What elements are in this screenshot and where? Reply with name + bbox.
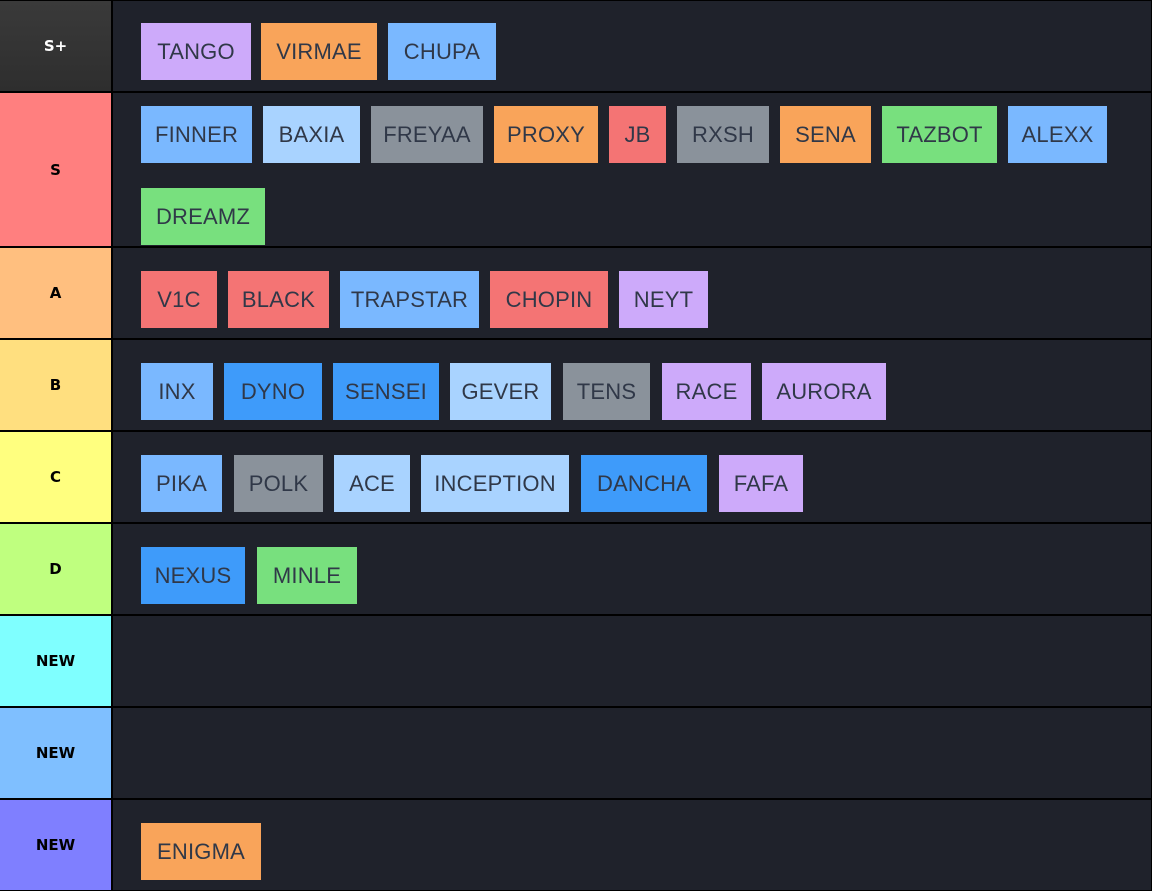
tier-row-new-1: NEW bbox=[0, 616, 1152, 706]
tier-item[interactable]: ACE bbox=[334, 455, 410, 512]
tier-item[interactable]: TANGO bbox=[141, 23, 251, 80]
tier-item[interactable]: NEXUS bbox=[141, 547, 245, 604]
tier-item[interactable]: DANCHA bbox=[581, 455, 707, 512]
tier-row-new-2: NEW bbox=[0, 708, 1152, 798]
tier-item[interactable]: V1C bbox=[141, 271, 217, 328]
tier-label: NEW bbox=[0, 616, 111, 706]
tier-item[interactable]: SENA bbox=[780, 106, 871, 163]
tier-item[interactable]: SENSEI bbox=[333, 363, 439, 420]
tier-label: B bbox=[0, 340, 111, 430]
tier-row-s: S FINNER BAXIA FREYAA PROXY JB RXSH SENA… bbox=[0, 93, 1152, 246]
tier-item[interactable]: INX bbox=[141, 363, 213, 420]
tier-label: C bbox=[0, 432, 111, 522]
tier-item[interactable]: CHUPA bbox=[388, 23, 496, 80]
tier-label: S bbox=[0, 93, 111, 246]
tier-items[interactable]: NEXUS MINLE bbox=[113, 524, 1151, 614]
tier-item[interactable]: BLACK bbox=[228, 271, 329, 328]
tier-item[interactable]: FREYAA bbox=[371, 106, 483, 163]
tier-item[interactable]: TAZBOT bbox=[882, 106, 997, 163]
tier-item[interactable]: BAXIA bbox=[263, 106, 360, 163]
tier-item[interactable]: NEYT bbox=[619, 271, 708, 328]
tier-item[interactable]: ENIGMA bbox=[141, 823, 261, 880]
tier-item[interactable]: GEVER bbox=[450, 363, 551, 420]
tier-item[interactable]: PROXY bbox=[494, 106, 598, 163]
tier-items[interactable] bbox=[113, 616, 1151, 706]
tier-item[interactable]: JB bbox=[609, 106, 666, 163]
tier-row-b: B INX DYNO SENSEI GEVER TENS RACE AURORA bbox=[0, 340, 1152, 430]
tier-items[interactable]: V1C BLACK TRAPSTAR CHOPIN NEYT bbox=[113, 248, 1151, 338]
tier-item[interactable]: DREAMZ bbox=[141, 188, 265, 245]
tier-items[interactable]: INX DYNO SENSEI GEVER TENS RACE AURORA bbox=[113, 340, 1151, 430]
tier-row-c: C PIKA POLK ACE INCEPTION DANCHA FAFA bbox=[0, 432, 1152, 522]
tier-label: NEW bbox=[0, 708, 111, 798]
tier-item[interactable]: MINLE bbox=[257, 547, 357, 604]
tier-item[interactable]: DYNO bbox=[224, 363, 322, 420]
tier-label: NEW bbox=[0, 800, 111, 890]
tier-item[interactable]: POLK bbox=[234, 455, 323, 512]
tier-item[interactable]: RACE bbox=[662, 363, 751, 420]
tier-item[interactable]: TENS bbox=[563, 363, 650, 420]
tier-item[interactable]: AURORA bbox=[762, 363, 886, 420]
tier-items[interactable]: FINNER BAXIA FREYAA PROXY JB RXSH SENA T… bbox=[113, 93, 1151, 246]
tier-label: A bbox=[0, 248, 111, 338]
tier-item[interactable]: CHOPIN bbox=[490, 271, 608, 328]
tier-label: S+ bbox=[0, 1, 111, 91]
tier-items[interactable] bbox=[113, 708, 1151, 798]
tier-item[interactable]: FAFA bbox=[719, 455, 803, 512]
tier-item[interactable]: ALEXX bbox=[1008, 106, 1107, 163]
tier-item[interactable]: TRAPSTAR bbox=[340, 271, 479, 328]
tier-items[interactable]: TANGO VIRMAE CHUPA bbox=[113, 1, 1151, 91]
tier-item[interactable]: PIKA bbox=[141, 455, 222, 512]
tier-row-new-3: NEW ENIGMA bbox=[0, 800, 1152, 890]
tier-label: D bbox=[0, 524, 111, 614]
tier-item[interactable]: FINNER bbox=[141, 106, 252, 163]
tier-items[interactable]: ENIGMA bbox=[113, 800, 1151, 890]
tier-row-s-plus: S+ TANGO VIRMAE CHUPA bbox=[0, 1, 1152, 91]
tier-item[interactable]: RXSH bbox=[677, 106, 769, 163]
tier-items[interactable]: PIKA POLK ACE INCEPTION DANCHA FAFA bbox=[113, 432, 1151, 522]
tier-item[interactable]: INCEPTION bbox=[421, 455, 569, 512]
tier-row-a: A V1C BLACK TRAPSTAR CHOPIN NEYT bbox=[0, 248, 1152, 338]
tier-item[interactable]: VIRMAE bbox=[261, 23, 377, 80]
tier-row-d: D NEXUS MINLE bbox=[0, 524, 1152, 614]
